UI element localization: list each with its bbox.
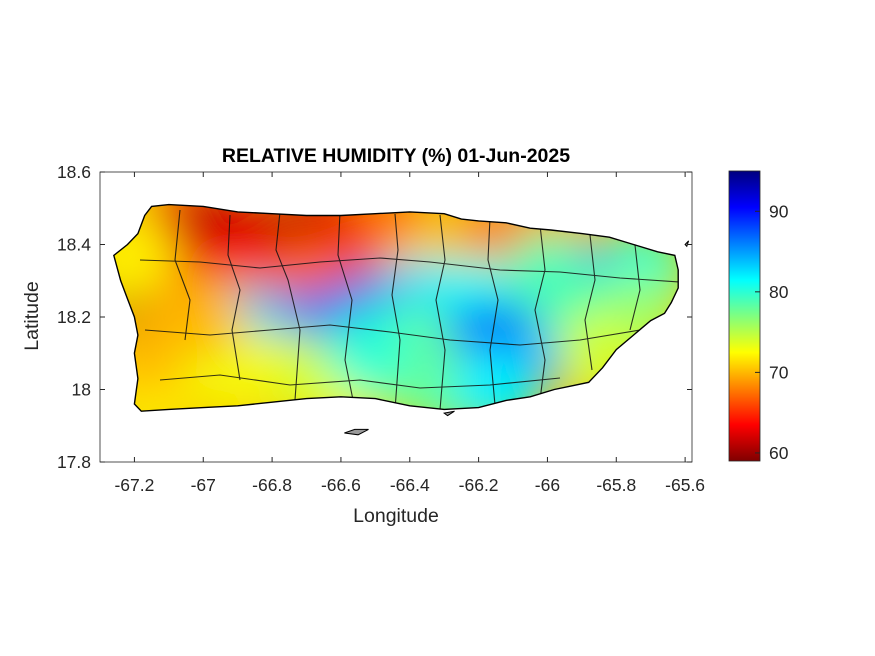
colorbar-tick-label: 60: [769, 443, 789, 463]
field-cell-39: [113, 217, 177, 301]
y-tick-label: 18: [72, 380, 91, 400]
island-outline: [113, 203, 679, 412]
x-tick-label: -66.2: [459, 475, 499, 495]
small-island-2: [684, 240, 690, 248]
y-axis-label: Latitude: [21, 281, 43, 350]
small-island-0: [344, 428, 369, 436]
x-axis: -67.2 -67 -66.8 -66.6 -66.4 -66.2 -66 -65.8 -65.…: [114, 172, 705, 495]
small-island-1: [442, 410, 455, 417]
field-cell-43: [326, 311, 411, 396]
colorbar-tick-label: 80: [769, 282, 789, 302]
y-tick-label: 17.8: [57, 452, 91, 472]
y-tick-label: 18.4: [57, 235, 91, 255]
municipality-boundaries: [139, 209, 679, 411]
field-cell-31: [505, 231, 590, 316]
plot-title: RELATIVE HUMIDITY (%) 01-Jun-2025: [222, 145, 570, 167]
colorbar-ticks: 60 70 80 90: [755, 201, 789, 463]
colorbar-tick-label: 90: [769, 201, 789, 221]
y-tick-label: 18.2: [57, 307, 91, 327]
y-axis: 17.8 18 18.2 18.4 18.6: [57, 162, 692, 472]
colorbar-tick-label: 70: [769, 362, 789, 382]
field-cell-45: [161, 275, 246, 359]
x-tick-label: -67: [191, 475, 216, 495]
x-tick-label: -67.2: [114, 475, 154, 495]
x-tick-label: -65.6: [665, 475, 705, 495]
x-tick-label: -65.8: [596, 475, 636, 495]
x-tick-label: -66.4: [390, 475, 430, 495]
x-tick-label: -66.6: [321, 475, 361, 495]
colorbar: [728, 170, 761, 462]
x-axis-label: Longitude: [353, 505, 439, 527]
x-tick-label: -66.8: [252, 475, 292, 495]
small-islands: [344, 240, 690, 436]
x-tick-label: -66: [535, 475, 560, 495]
y-tick-label: 18.6: [57, 162, 91, 182]
